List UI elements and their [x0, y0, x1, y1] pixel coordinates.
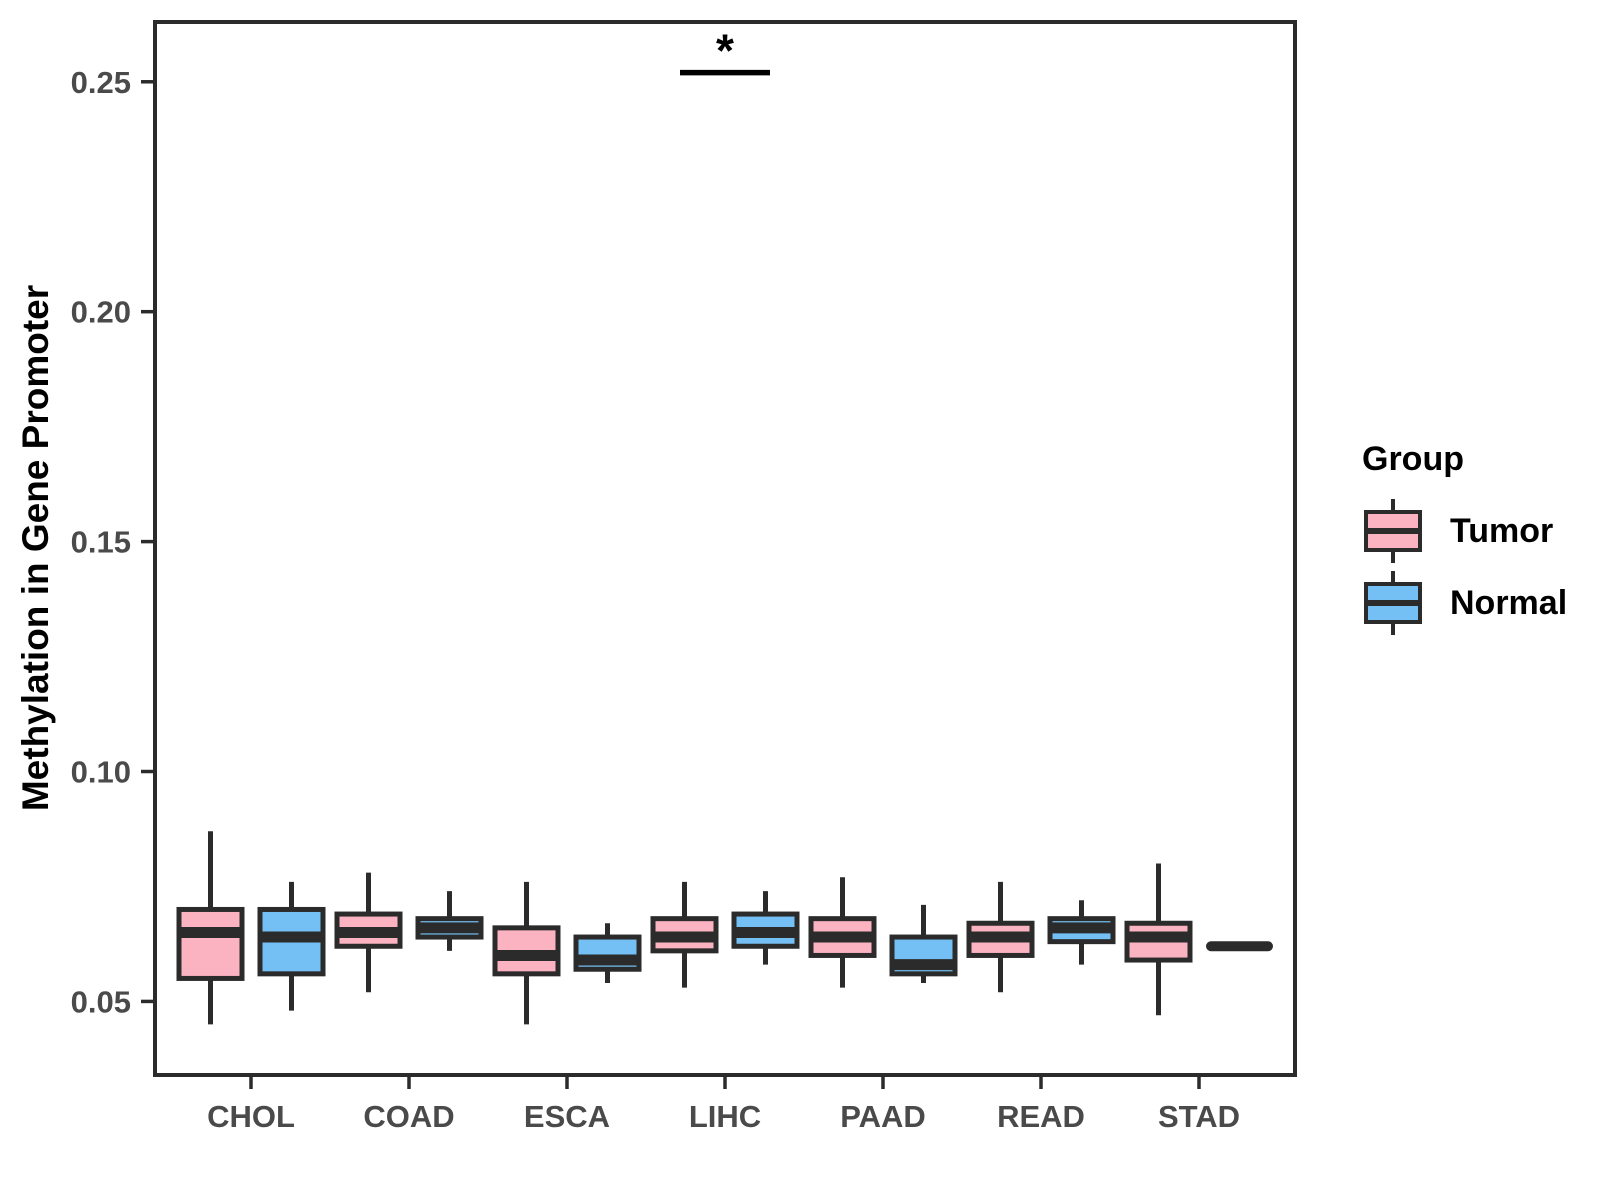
- panel-border: [153, 20, 1297, 1077]
- y-tick-label: 0.25: [71, 65, 131, 100]
- legend: Group Tumor Normal: [1338, 440, 1567, 639]
- y-tick-label: 0.20: [71, 295, 131, 330]
- y-tick-label: 0.15: [71, 525, 131, 560]
- x-tick-label-CHOL: CHOL: [207, 1099, 295, 1134]
- x-tick-label-STAD: STAD: [1158, 1099, 1240, 1134]
- tumor-boxplot-glyph-icon: [1364, 499, 1422, 563]
- significance-star: *: [716, 25, 734, 77]
- normal-boxplot-glyph-icon: [1364, 571, 1422, 635]
- y-tick-label: 0.05: [71, 984, 131, 1019]
- legend-item-normal: Normal: [1362, 567, 1567, 639]
- x-tick-label-COAD: COAD: [363, 1099, 454, 1134]
- legend-item-tumor: Tumor: [1362, 495, 1567, 567]
- legend-label-normal: Normal: [1450, 583, 1568, 622]
- y-axis-title: Methylation in Gene Promoter: [15, 284, 56, 812]
- legend-label-tumor: Tumor: [1450, 511, 1554, 550]
- x-tick-label-READ: READ: [997, 1099, 1085, 1134]
- box-CHOL-Tumor: [176, 906, 245, 981]
- x-tick-label-PAAD: PAAD: [840, 1099, 926, 1134]
- x-tick-label-LIHC: LIHC: [689, 1099, 761, 1134]
- x-tick-label-ESCA: ESCA: [524, 1099, 610, 1134]
- legend-title: Group: [1362, 440, 1464, 478]
- y-tick-label: 0.10: [71, 755, 131, 790]
